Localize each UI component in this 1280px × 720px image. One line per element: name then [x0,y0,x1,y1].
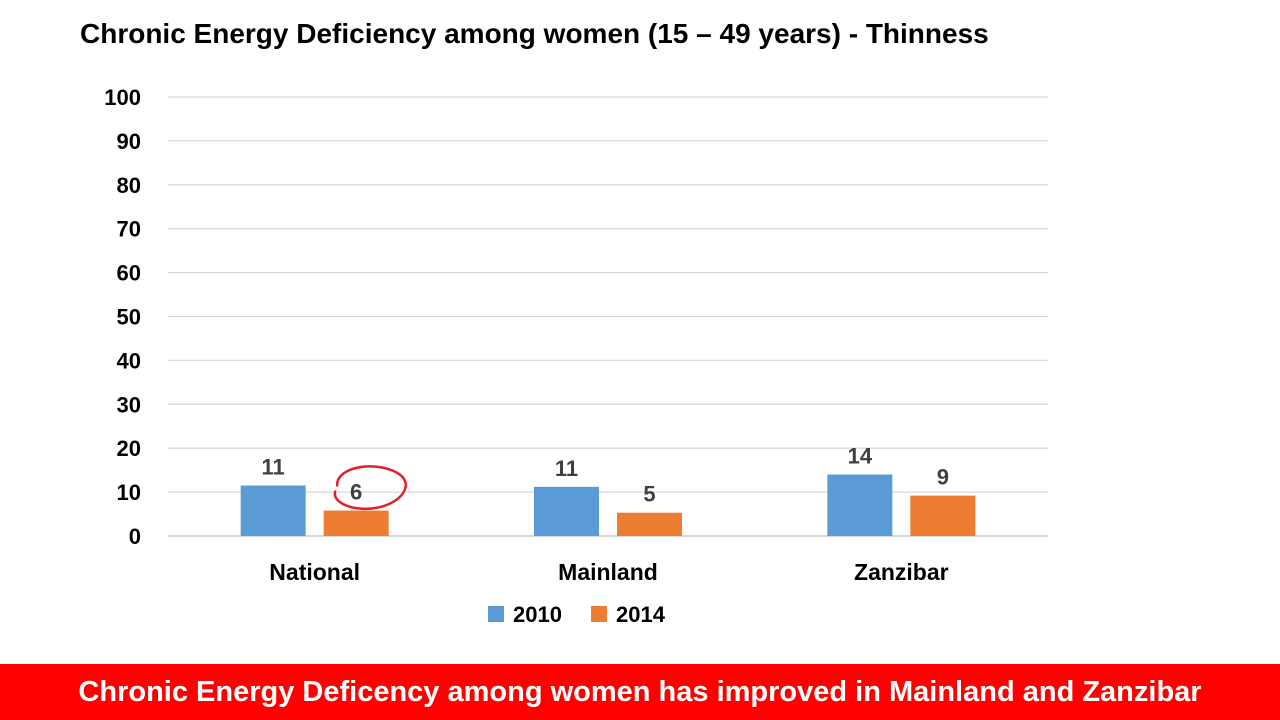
bar-national-2010 [240,485,306,536]
x-axis-ticks: National Mainland Zanzibar [269,559,948,585]
y-tick-label: 80 [117,173,141,198]
legend-label-2010: 2010 [513,602,562,627]
annotations [333,465,407,510]
y-tick-label: 10 [117,480,141,505]
bar-national-2014 [323,510,389,536]
y-axis-ticks: 0 10 20 30 40 50 60 70 80 90 100 [104,85,141,549]
y-tick-label: 20 [117,436,141,461]
y-tick-label: 50 [117,305,141,330]
bar-zanzibar-2010 [827,474,893,536]
bar-mainland-2010 [534,486,599,536]
y-tick-label: 70 [117,217,141,242]
conclusion-text: Chronic Energy Deficency among women has… [78,675,1202,708]
x-tick-label-zanzibar: Zanzibar [854,559,949,585]
legend-swatch-2014 [591,606,607,622]
bar-chart: 0 10 20 30 40 50 60 70 80 90 100 11 6 11 5 14 9 Nationa… [104,85,1048,627]
y-tick-label: 100 [104,85,141,110]
y-tick-label: 60 [117,261,141,286]
chart-title: Chronic Energy Deficiency among women (1… [80,18,989,49]
y-tick-label: 0 [129,524,141,549]
x-tick-label-mainland: Mainland [558,559,658,585]
data-label-zanzibar-2010: 14 [848,444,873,469]
data-label-national-2010: 11 [262,455,285,480]
gridlines [168,96,1048,537]
data-labels: 11 6 11 5 14 9 [262,444,949,507]
conclusion-banner: Chronic Energy Deficency among women has… [0,664,1280,720]
legend: 2010 2014 [488,602,666,627]
data-label-zanzibar-2014: 9 [937,465,949,490]
data-label-mainland-2014: 5 [643,482,655,507]
bars [240,474,976,536]
y-tick-label: 90 [117,129,141,154]
bar-mainland-2014 [617,512,682,536]
y-tick-label: 30 [117,392,141,417]
legend-swatch-2010 [488,606,504,622]
data-label-national-2014: 6 [350,480,362,505]
data-label-mainland-2010: 11 [555,456,578,481]
y-tick-label: 40 [117,348,141,373]
bar-zanzibar-2014 [910,495,976,536]
legend-label-2014: 2014 [616,602,666,627]
x-tick-label-national: National [269,559,360,585]
highlight-circle [333,465,407,510]
